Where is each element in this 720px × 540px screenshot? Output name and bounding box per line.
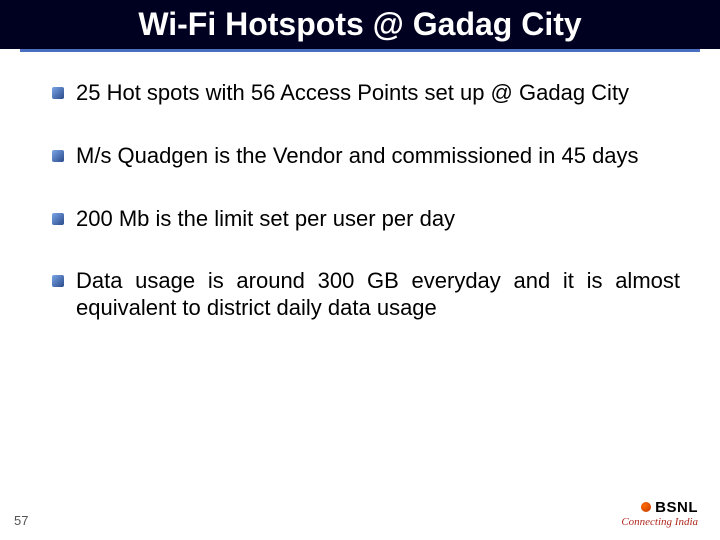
bullet-text: Data usage is around 300 GB everyday and…	[76, 268, 680, 320]
title-underline	[0, 43, 720, 45]
bullet-list: 25 Hot spots with 56 Access Points set u…	[52, 80, 680, 322]
bullet-text: 25 Hot spots with 56 Access Points set u…	[76, 80, 629, 105]
list-item: 200 Mb is the limit set per user per day	[52, 206, 680, 233]
logo-line: BSNL	[621, 500, 698, 516]
bullet-text: M/s Quadgen is the Vendor and commission…	[76, 143, 639, 168]
globe-icon	[641, 502, 651, 512]
slide-title: Wi-Fi Hotspots @ Gadag City	[0, 6, 720, 43]
brand-name: BSNL	[655, 499, 698, 516]
title-bar: Wi-Fi Hotspots @ Gadag City	[0, 0, 720, 49]
page-number: 57	[14, 513, 28, 528]
slide: Wi-Fi Hotspots @ Gadag City 25 Hot spots…	[0, 0, 720, 540]
title-underline-accent	[20, 49, 700, 52]
list-item: 25 Hot spots with 56 Access Points set u…	[52, 80, 680, 107]
brand-tagline: Connecting India	[621, 517, 698, 528]
list-item: M/s Quadgen is the Vendor and commission…	[52, 143, 680, 170]
content-area: 25 Hot spots with 56 Access Points set u…	[0, 54, 720, 322]
brand-logo: BSNL Connecting India	[621, 500, 698, 528]
bullet-text: 200 Mb is the limit set per user per day	[76, 206, 455, 231]
list-item: Data usage is around 300 GB everyday and…	[52, 268, 680, 322]
